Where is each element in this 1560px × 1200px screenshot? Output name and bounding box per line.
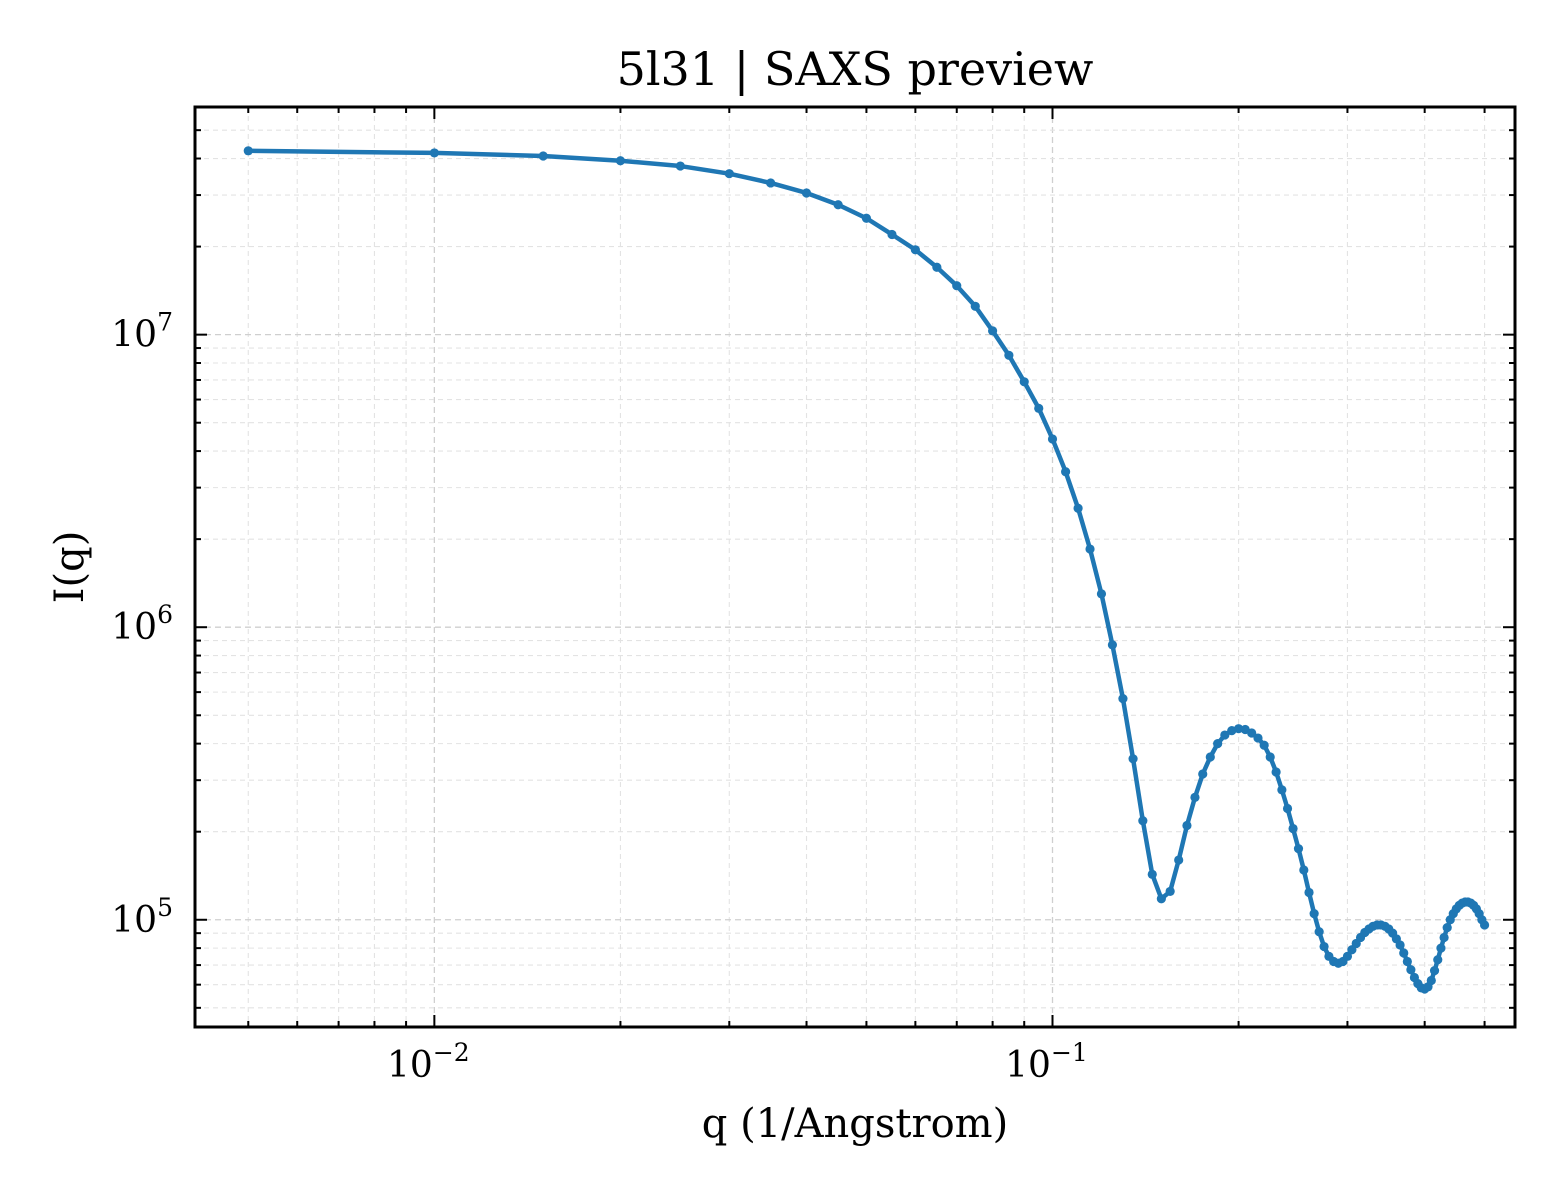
data-point (833, 200, 843, 210)
data-point (1406, 965, 1416, 975)
y-tick-label: 107 (111, 308, 173, 356)
data-point (1118, 694, 1128, 704)
data-point (1182, 820, 1192, 831)
grid-lines (195, 106, 1515, 1027)
data-point (243, 146, 253, 156)
data-point (1107, 640, 1118, 650)
data-point (1156, 894, 1166, 904)
axis-ticks (195, 106, 1515, 1027)
data-point (675, 161, 685, 171)
data-point (1198, 769, 1208, 779)
data-point (1073, 503, 1083, 513)
data-point (1128, 754, 1138, 764)
y-axis-label: I(q) (47, 531, 93, 604)
chart-title: 5l31 | SAXS preview (617, 42, 1094, 96)
x-tick-label: 10−1 (1005, 1038, 1088, 1086)
data-point (801, 188, 812, 198)
data-point (1253, 733, 1263, 743)
data-point (1342, 951, 1353, 961)
data-point (1019, 377, 1029, 387)
tick-labels: 10−2 10−1 105 106 107 (111, 308, 1088, 1086)
data-point (1395, 940, 1405, 950)
x-axis-label: q (1/Angstrom) (702, 1101, 1008, 1147)
data-point (932, 262, 942, 272)
data-point (1213, 739, 1223, 749)
series-line (246, 148, 1487, 992)
data-point (1309, 908, 1319, 919)
data-point (1034, 403, 1044, 413)
data-point (1399, 948, 1409, 958)
data-point (1247, 728, 1257, 738)
data-point (615, 156, 626, 166)
data-point (1288, 823, 1298, 834)
data-point (1190, 792, 1200, 802)
data-point (1304, 887, 1314, 898)
data-point (1299, 865, 1309, 875)
plot-frame (193, 105, 1517, 1029)
data-point (724, 169, 734, 179)
x-tick-label: 10−2 (387, 1038, 470, 1086)
data-point (538, 151, 548, 161)
data-point (887, 229, 897, 240)
data-point (1205, 752, 1215, 762)
data-point (1004, 350, 1014, 360)
data-point (1096, 589, 1107, 599)
data-point (1147, 869, 1157, 879)
data-point (766, 178, 776, 188)
data-point (1271, 767, 1281, 777)
data-point (1277, 785, 1287, 795)
data-point (1174, 855, 1184, 865)
data-point (1314, 927, 1324, 937)
data-point (1429, 966, 1440, 976)
data-point (1265, 752, 1275, 762)
data-point (1220, 730, 1230, 740)
data-series (243, 146, 1490, 994)
data-point (1319, 941, 1329, 952)
data-point (1085, 544, 1095, 554)
data-point (861, 213, 872, 223)
data-point (1061, 467, 1071, 477)
data-point (1138, 816, 1148, 826)
y-tick-label: 105 (111, 893, 173, 941)
data-point (1479, 920, 1490, 930)
data-point (970, 301, 980, 311)
data-point (1439, 932, 1449, 943)
data-point (952, 281, 962, 291)
data-point (1402, 956, 1412, 967)
data-point (1165, 886, 1175, 897)
data-point (429, 148, 439, 158)
data-point (988, 326, 998, 336)
data-point (1442, 923, 1452, 933)
data-point (910, 245, 920, 255)
data-point (1426, 975, 1436, 986)
data-point (1047, 434, 1058, 444)
y-tick-label: 106 (111, 600, 173, 648)
data-point (1433, 955, 1443, 965)
data-point (1293, 844, 1304, 854)
data-point (1436, 943, 1446, 953)
data-point (1282, 803, 1293, 814)
data-point (1259, 740, 1269, 750)
